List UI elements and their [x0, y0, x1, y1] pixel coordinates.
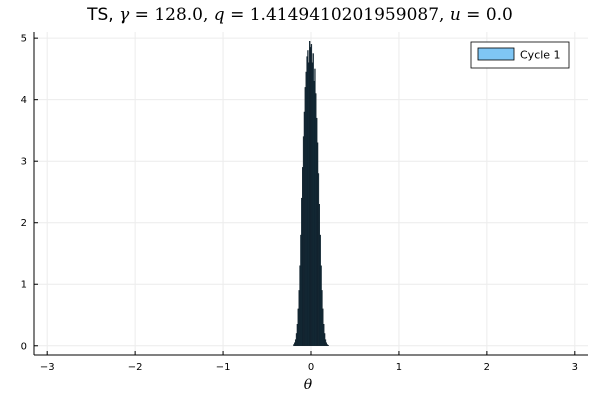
tick-labels: −3 −2 −1 0 1 2 3 0 1 2 3 4 5: [21, 34, 578, 373]
x-tick-label-6: 3: [572, 362, 578, 373]
histogram-bar-39: [327, 344, 329, 346]
title-q-value: = 1.4149410201959087,: [225, 5, 450, 25]
y-tick-label-5: 5: [21, 34, 27, 45]
title-gamma-value: = 128.0,: [129, 5, 214, 25]
y-tick-label-4: 4: [21, 95, 27, 106]
title-u-value: = 0.0: [461, 5, 513, 25]
title-prefix: TS,: [86, 5, 119, 25]
y-tick-label-0: 0: [21, 341, 27, 352]
axes: [33, 32, 588, 356]
x-tick-label-0: −3: [40, 362, 55, 373]
x-tick-label-5: 2: [484, 362, 490, 373]
chart-title: TS, γ = 128.0, q = 1.4149410201959087, u…: [86, 5, 513, 25]
title-gamma-symbol: γ: [119, 5, 130, 25]
title-q-symbol: q: [214, 5, 225, 25]
legend: Cycle 1: [470, 41, 570, 69]
y-tick-label-1: 1: [21, 280, 27, 291]
legend-swatch: [477, 47, 515, 61]
x-tick-label-1: −2: [128, 362, 143, 373]
histogram-bar-37: [325, 342, 328, 346]
x-tick-label-3: 0: [308, 362, 314, 373]
x-tick-label-4: 1: [396, 362, 402, 373]
y-tick-label-2: 2: [21, 218, 27, 229]
histogram-bars: [293, 41, 329, 346]
legend-label-cycle-1: Cycle 1: [520, 49, 561, 62]
title-u-symbol: u: [450, 5, 461, 25]
x-axis-label: θ: [304, 377, 313, 393]
y-tick-label-3: 3: [21, 157, 27, 168]
x-tick-label-2: −1: [216, 362, 231, 373]
